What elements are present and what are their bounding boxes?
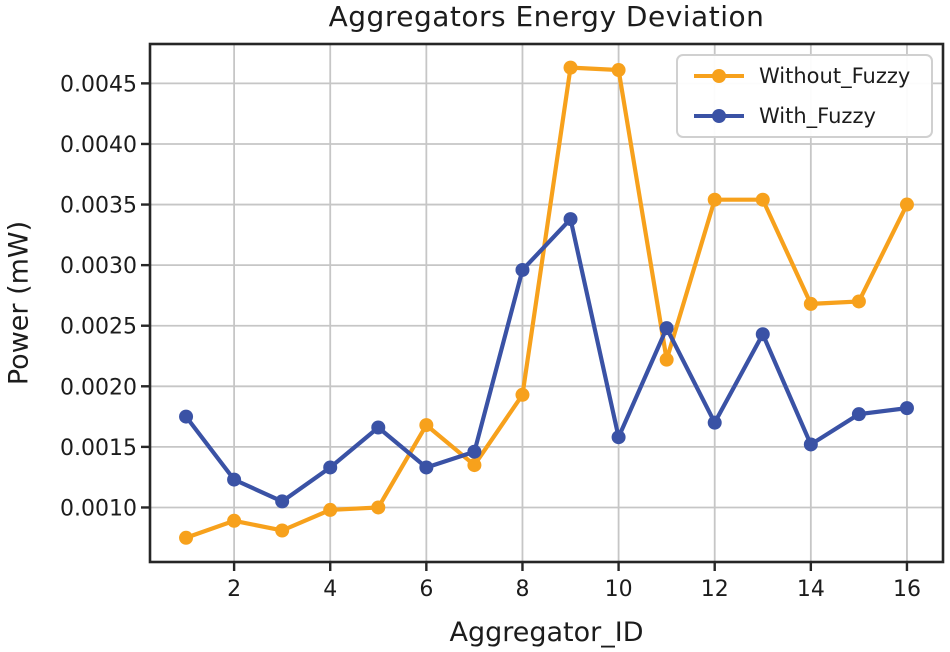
data-point-with_fuzzy	[467, 444, 482, 459]
y-tick-label: 0.0025	[60, 315, 137, 340]
legend-label-without-fuzzy: Without_Fuzzy	[759, 64, 911, 89]
y-tick-label: 0.0040	[60, 133, 137, 158]
data-point-without_fuzzy	[371, 500, 386, 515]
x-tick-label: 8	[515, 577, 529, 602]
legend-line-sample-icon	[694, 69, 744, 84]
x-tick-label: 14	[797, 577, 825, 602]
data-point-without_fuzzy	[803, 296, 818, 311]
legend-label-with-fuzzy: With_Fuzzy	[759, 103, 876, 128]
x-tick-label: 16	[893, 577, 921, 602]
data-point-with_fuzzy	[275, 494, 290, 509]
data-point-without_fuzzy	[899, 197, 914, 212]
data-point-without_fuzzy	[419, 418, 434, 433]
data-point-with_fuzzy	[707, 415, 722, 430]
data-point-without_fuzzy	[755, 192, 770, 207]
series-line-without_fuzzy	[185, 65, 909, 540]
data-point-with_fuzzy	[755, 327, 770, 342]
data-point-with_fuzzy	[659, 321, 674, 336]
x-tick-label: 2	[227, 577, 241, 602]
data-point-without_fuzzy	[611, 63, 626, 78]
x-tick-label: 4	[323, 577, 337, 602]
data-point-without_fuzzy	[515, 387, 530, 402]
y-tick-label: 0.0020	[60, 375, 137, 400]
legend: Without_Fuzzy With_Fuzzy	[676, 54, 933, 138]
data-point-with_fuzzy	[851, 407, 866, 422]
data-point-with_fuzzy	[227, 472, 242, 487]
data-point-without_fuzzy	[467, 458, 482, 473]
x-tick-label: 6	[419, 577, 433, 602]
data-point-with_fuzzy	[179, 409, 194, 424]
data-point-with_fuzzy	[419, 460, 434, 475]
data-point-with_fuzzy	[563, 212, 578, 227]
legend-item-with-fuzzy: With_Fuzzy	[691, 97, 931, 135]
x-tick-label: 10	[605, 577, 633, 602]
x-axis-label: Aggregator_ID	[449, 617, 644, 648]
x-tick-label: 12	[701, 577, 729, 602]
data-point-without_fuzzy	[275, 523, 290, 538]
y-tick-label: 0.0035	[60, 194, 137, 219]
data-point-without_fuzzy	[227, 513, 242, 528]
data-point-with_fuzzy	[515, 262, 530, 277]
data-point-with_fuzzy	[611, 430, 626, 445]
data-point-without_fuzzy	[179, 530, 194, 545]
y-tick-label: 0.0010	[60, 496, 137, 521]
data-point-with_fuzzy	[371, 420, 386, 435]
legend-item-without-fuzzy: Without_Fuzzy	[691, 57, 931, 95]
data-point-without_fuzzy	[563, 60, 578, 75]
legend-line-sample-icon	[694, 108, 744, 123]
series-line-with_fuzzy	[184, 214, 908, 504]
data-point-without_fuzzy	[707, 192, 722, 207]
data-point-without_fuzzy	[659, 352, 674, 367]
axes-box	[148, 42, 945, 564]
data-point-without_fuzzy	[323, 502, 338, 517]
data-point-with_fuzzy	[899, 401, 914, 416]
data-point-with_fuzzy	[323, 460, 338, 475]
y-tick-label: 0.0030	[60, 254, 137, 279]
data-point-without_fuzzy	[851, 294, 866, 309]
y-tick-label: 0.0015	[60, 436, 137, 461]
y-tick-label: 0.0045	[60, 72, 137, 97]
data-point-with_fuzzy	[803, 437, 818, 452]
chart-title: Aggregators Energy Deviation	[328, 0, 765, 33]
